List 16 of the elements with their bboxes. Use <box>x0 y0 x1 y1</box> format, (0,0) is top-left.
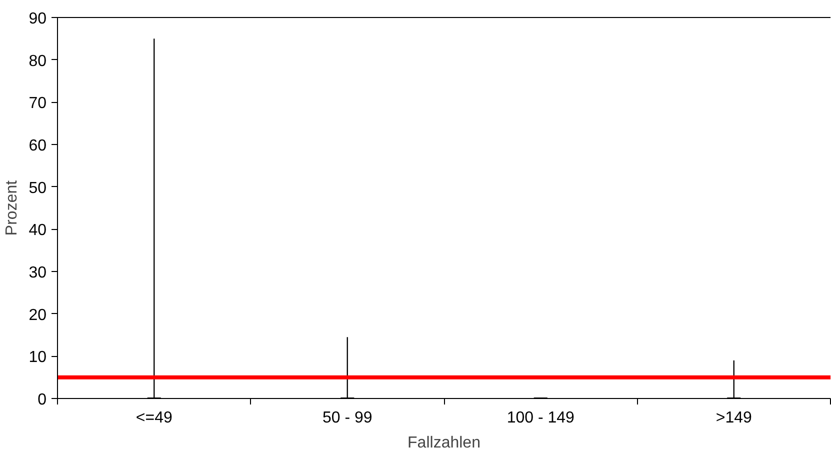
x-tick-label: <=49 <box>136 410 172 426</box>
x-axis-title: Fallzahlen <box>408 434 480 452</box>
x-tick-label: 100 - 149 <box>506 410 575 426</box>
y-tick-label: 20 <box>28 306 47 324</box>
y-tick-label: 90 <box>28 10 47 28</box>
x-tick-label: >149 <box>716 410 752 426</box>
y-tick-label: 60 <box>28 138 47 154</box>
y-tick-label: 10 <box>28 349 47 366</box>
y-tick-label: 40 <box>28 222 47 240</box>
x-tick-label: 50 - 99 <box>322 410 372 426</box>
y-tick-label: 30 <box>28 264 47 282</box>
y-tick-label: 70 <box>28 95 47 112</box>
y-tick-label: 0 <box>38 392 47 408</box>
y-tick-label: 80 <box>28 52 47 70</box>
y-tick-label: 50 <box>28 180 47 197</box>
y-axis-title: Prozent <box>4 180 21 236</box>
